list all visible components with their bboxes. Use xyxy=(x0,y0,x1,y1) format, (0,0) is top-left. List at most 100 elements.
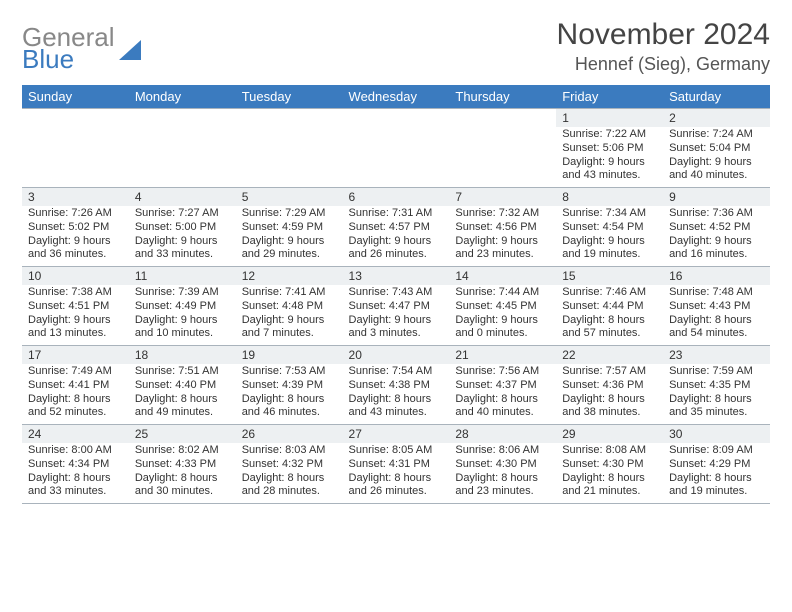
column-header: Sunday xyxy=(22,85,129,109)
day-details: Sunrise: 7:46 AMSunset: 4:44 PMDaylight:… xyxy=(556,285,663,345)
day-details: Sunrise: 7:36 AMSunset: 4:52 PMDaylight:… xyxy=(663,206,770,266)
calendar-day-cell: 10Sunrise: 7:38 AMSunset: 4:51 PMDayligh… xyxy=(22,267,129,346)
daylight-text: Daylight: 8 hours and 33 minutes. xyxy=(28,472,123,500)
sunset-text: Sunset: 4:34 PM xyxy=(28,458,123,472)
calendar-week-row: 3Sunrise: 7:26 AMSunset: 5:02 PMDaylight… xyxy=(22,188,770,267)
day-number: 27 xyxy=(343,425,450,443)
day-number: 14 xyxy=(449,267,556,285)
daylight-text: Daylight: 8 hours and 23 minutes. xyxy=(455,472,550,500)
month-title: November 2024 xyxy=(557,18,770,52)
sunrise-text: Sunrise: 8:06 AM xyxy=(455,444,550,458)
sunrise-text: Sunrise: 7:41 AM xyxy=(242,286,337,300)
day-number: 16 xyxy=(663,267,770,285)
sunrise-text: Sunrise: 7:49 AM xyxy=(28,365,123,379)
calendar-day-cell xyxy=(129,109,236,188)
calendar-body: 1Sunrise: 7:22 AMSunset: 5:06 PM Daylight… xyxy=(22,109,770,504)
sunrise-text: Sunrise: 8:05 AM xyxy=(349,444,444,458)
sunset-text: Sunset: 5:06 PM xyxy=(562,142,657,156)
calendar-day-cell: 15Sunrise: 7:46 AMSunset: 4:44 PMDayligh… xyxy=(556,267,663,346)
calendar-day-cell: 22Sunrise: 7:57 AMSunset: 4:36 PMDayligh… xyxy=(556,346,663,425)
daylight-text: Daylight: 9 hours and 23 minutes. xyxy=(455,235,550,263)
sunrise-text: Sunrise: 7:27 AM xyxy=(135,207,230,221)
calendar-day-cell xyxy=(449,109,556,188)
sunrise-text: Sunrise: 7:31 AM xyxy=(349,207,444,221)
calendar-day-cell xyxy=(343,109,450,188)
sunset-text: Sunset: 4:41 PM xyxy=(28,379,123,393)
calendar-week-row: 10Sunrise: 7:38 AMSunset: 4:51 PMDayligh… xyxy=(22,267,770,346)
sunset-text: Sunset: 4:40 PM xyxy=(135,379,230,393)
sunset-text: Sunset: 4:59 PM xyxy=(242,221,337,235)
day-details: Sunrise: 7:29 AMSunset: 4:59 PMDaylight:… xyxy=(236,206,343,266)
day-details: Sunrise: 7:43 AMSunset: 4:47 PMDaylight:… xyxy=(343,285,450,345)
day-number: 1 xyxy=(556,109,663,127)
sunset-text: Sunset: 4:33 PM xyxy=(135,458,230,472)
day-details: Sunrise: 8:05 AMSunset: 4:31 PMDaylight:… xyxy=(343,443,450,503)
calendar-day-cell: 8Sunrise: 7:34 AMSunset: 4:54 PMDaylight… xyxy=(556,188,663,267)
page-header: General Blue November 2024 Hennef (Sieg)… xyxy=(22,18,770,75)
calendar-week-row: 24Sunrise: 8:00 AMSunset: 4:34 PMDayligh… xyxy=(22,425,770,504)
sunrise-text: Sunrise: 7:53 AM xyxy=(242,365,337,379)
sunrise-text: Sunrise: 7:59 AM xyxy=(669,365,764,379)
calendar-day-cell: 25Sunrise: 8:02 AMSunset: 4:33 PMDayligh… xyxy=(129,425,236,504)
day-details: Sunrise: 7:53 AMSunset: 4:39 PMDaylight:… xyxy=(236,364,343,424)
calendar-day-cell: 4Sunrise: 7:27 AMSunset: 5:00 PMDaylight… xyxy=(129,188,236,267)
sunset-text: Sunset: 4:49 PM xyxy=(135,300,230,314)
day-number: 10 xyxy=(22,267,129,285)
brand-logo: General Blue xyxy=(22,18,141,72)
day-details: Sunrise: 8:06 AMSunset: 4:30 PMDaylight:… xyxy=(449,443,556,503)
calendar-page: General Blue November 2024 Hennef (Sieg)… xyxy=(0,0,792,514)
day-details: Sunrise: 7:27 AMSunset: 5:00 PMDaylight:… xyxy=(129,206,236,266)
calendar-day-cell: 6Sunrise: 7:31 AMSunset: 4:57 PMDaylight… xyxy=(343,188,450,267)
day-number: 11 xyxy=(129,267,236,285)
calendar-header-row: SundayMondayTuesdayWednesdayThursdayFrid… xyxy=(22,85,770,109)
day-details: Sunrise: 7:26 AMSunset: 5:02 PMDaylight:… xyxy=(22,206,129,266)
sunset-text: Sunset: 4:43 PM xyxy=(669,300,764,314)
day-details: Sunrise: 7:24 AMSunset: 5:04 PMDaylight:… xyxy=(663,127,770,187)
day-details: Sunrise: 7:39 AMSunset: 4:49 PMDaylight:… xyxy=(129,285,236,345)
day-number: 12 xyxy=(236,267,343,285)
sunset-text: Sunset: 4:52 PM xyxy=(669,221,764,235)
sunset-text: Sunset: 4:56 PM xyxy=(455,221,550,235)
day-details: Sunrise: 7:56 AMSunset: 4:37 PMDaylight:… xyxy=(449,364,556,424)
sunrise-text: Sunrise: 7:22 AM xyxy=(562,128,657,142)
day-details: Sunrise: 8:02 AMSunset: 4:33 PMDaylight:… xyxy=(129,443,236,503)
sunrise-text: Sunrise: 7:26 AM xyxy=(28,207,123,221)
day-number: 28 xyxy=(449,425,556,443)
calendar-day-cell: 16Sunrise: 7:48 AMSunset: 4:43 PMDayligh… xyxy=(663,267,770,346)
day-number: 22 xyxy=(556,346,663,364)
day-details: Sunrise: 7:38 AMSunset: 4:51 PMDaylight:… xyxy=(22,285,129,345)
daylight-text: Daylight: 9 hours and 13 minutes. xyxy=(28,314,123,342)
daylight-text: Daylight: 8 hours and 26 minutes. xyxy=(349,472,444,500)
day-number: 8 xyxy=(556,188,663,206)
sunrise-text: Sunrise: 8:00 AM xyxy=(28,444,123,458)
sunset-text: Sunset: 4:30 PM xyxy=(562,458,657,472)
daylight-text: Daylight: 8 hours and 52 minutes. xyxy=(28,393,123,421)
day-number: 30 xyxy=(663,425,770,443)
calendar-day-cell xyxy=(236,109,343,188)
day-number: 3 xyxy=(22,188,129,206)
sunset-text: Sunset: 4:51 PM xyxy=(28,300,123,314)
daylight-text: Daylight: 8 hours and 21 minutes. xyxy=(562,472,657,500)
sunrise-text: Sunrise: 8:08 AM xyxy=(562,444,657,458)
sunset-text: Sunset: 4:29 PM xyxy=(669,458,764,472)
day-number: 15 xyxy=(556,267,663,285)
column-header: Thursday xyxy=(449,85,556,109)
daylight-text: Daylight: 8 hours and 38 minutes. xyxy=(562,393,657,421)
day-details: Sunrise: 7:59 AMSunset: 4:35 PMDaylight:… xyxy=(663,364,770,424)
sunrise-text: Sunrise: 7:44 AM xyxy=(455,286,550,300)
column-header: Friday xyxy=(556,85,663,109)
day-number: 26 xyxy=(236,425,343,443)
day-number: 6 xyxy=(343,188,450,206)
sunset-text: Sunset: 4:48 PM xyxy=(242,300,337,314)
calendar-day-cell: 29Sunrise: 8:08 AMSunset: 4:30 PMDayligh… xyxy=(556,425,663,504)
daylight-text: Daylight: 9 hours and 0 minutes. xyxy=(455,314,550,342)
day-number: 21 xyxy=(449,346,556,364)
day-details: Sunrise: 8:00 AMSunset: 4:34 PMDaylight:… xyxy=(22,443,129,503)
daylight-text: Daylight: 9 hours and 33 minutes. xyxy=(135,235,230,263)
daylight-text: Daylight: 9 hours and 16 minutes. xyxy=(669,235,764,263)
calendar-day-cell: 14Sunrise: 7:44 AMSunset: 4:45 PMDayligh… xyxy=(449,267,556,346)
day-number: 19 xyxy=(236,346,343,364)
sunset-text: Sunset: 4:45 PM xyxy=(455,300,550,314)
daylight-text: Daylight: 8 hours and 28 minutes. xyxy=(242,472,337,500)
day-details: Sunrise: 8:09 AMSunset: 4:29 PMDaylight:… xyxy=(663,443,770,503)
